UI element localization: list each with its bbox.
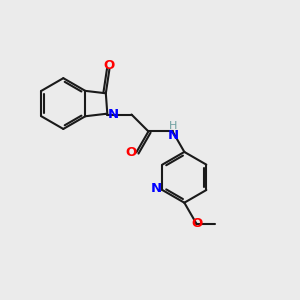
Text: N: N xyxy=(151,182,162,195)
Text: H: H xyxy=(169,122,177,131)
Text: O: O xyxy=(191,217,202,230)
Text: N: N xyxy=(167,129,178,142)
Text: O: O xyxy=(104,59,115,72)
Text: N: N xyxy=(107,108,118,121)
Text: O: O xyxy=(125,146,136,159)
